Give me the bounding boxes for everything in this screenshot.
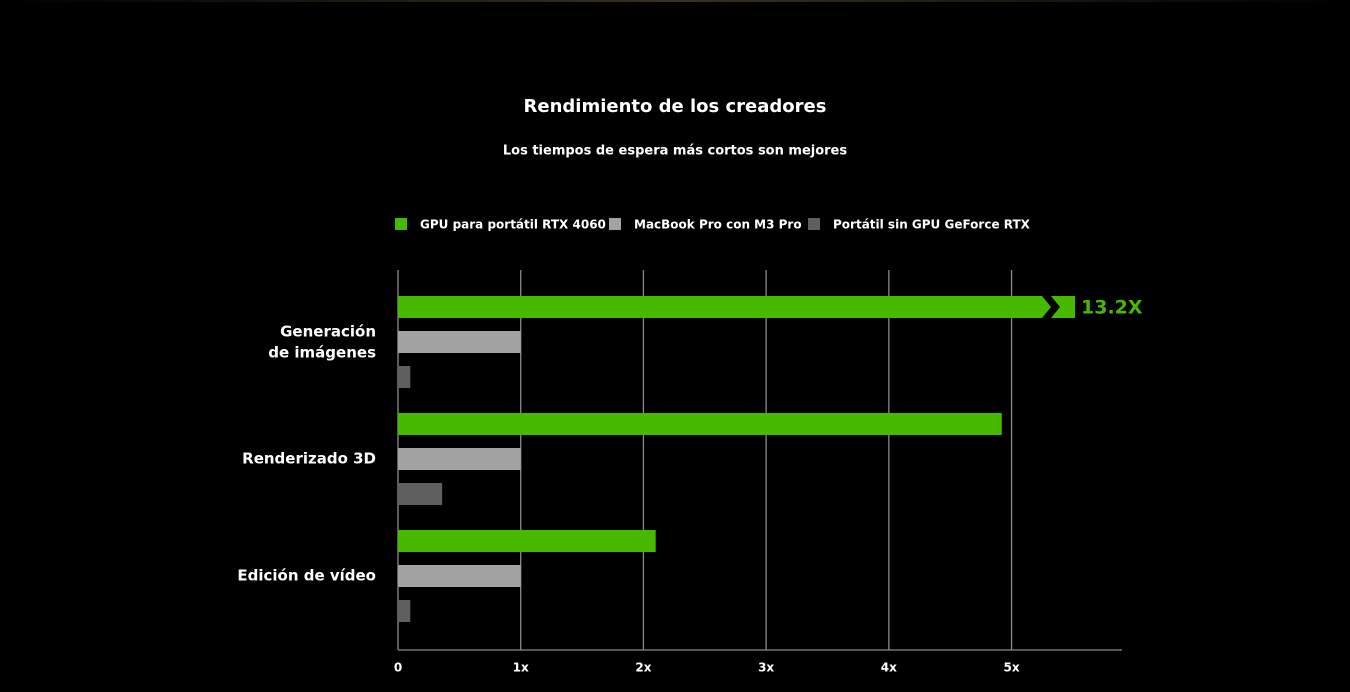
category-label: Generación de imágenes: [268, 322, 376, 361]
bar: [398, 530, 656, 552]
legend-swatch: [395, 218, 407, 230]
bar-segment: [1051, 296, 1075, 318]
x-tick-label: 3x: [758, 661, 774, 675]
legend-label: GPU para portátil RTX 4060: [420, 218, 606, 232]
value-label: 13.2X: [1081, 297, 1143, 319]
legend-swatch: [609, 218, 621, 230]
x-tick-label: 1x: [513, 661, 529, 675]
x-tick-label: 0: [394, 661, 402, 675]
bar: [398, 413, 1002, 435]
chart-title: Rendimiento de los creadores: [524, 96, 827, 117]
bar: [398, 565, 521, 587]
bar: [398, 483, 443, 505]
legend-label: Portátil sin GPU GeForce RTX: [833, 218, 1031, 232]
x-tick-label: 4x: [881, 661, 897, 675]
bar: [398, 331, 521, 353]
bar-segment: [398, 296, 1051, 318]
category-label: Renderizado 3D: [242, 450, 376, 468]
legend-swatch: [808, 218, 820, 230]
bar: [398, 296, 1075, 318]
x-tick-label: 2x: [635, 661, 651, 675]
top-border: [0, 0, 1350, 2]
chart-subtitle: Los tiempos de espera más cortos son mej…: [503, 144, 848, 159]
legend-label: MacBook Pro con M3 Pro: [634, 218, 802, 232]
bar: [398, 600, 411, 622]
category-label: Edición de vídeo: [237, 567, 376, 585]
bar: [398, 448, 521, 470]
bar: [398, 366, 411, 388]
x-tick-label: 5x: [1004, 661, 1020, 675]
